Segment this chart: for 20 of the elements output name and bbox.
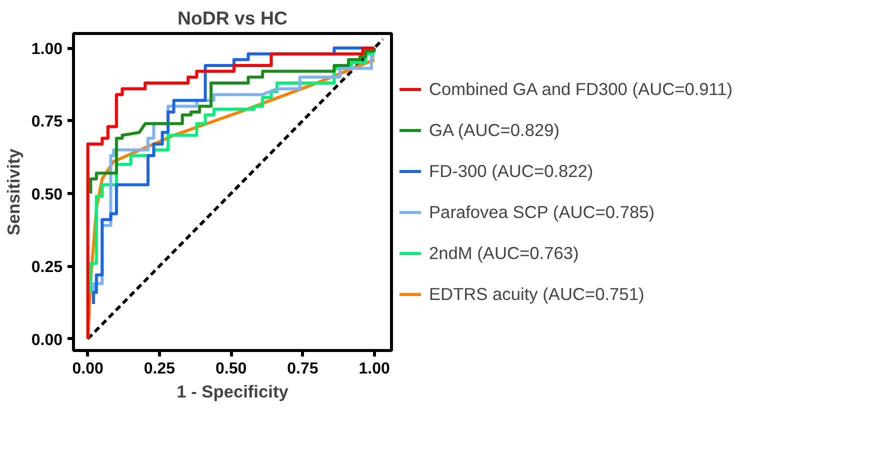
legend-label: GA (AUC=0.829)	[429, 120, 560, 140]
legend-label: Parafovea SCP (AUC=0.785)	[429, 202, 655, 222]
y-tick-label: 0.75	[31, 114, 63, 131]
x-tick-label: 1.00	[358, 360, 390, 378]
legend-label: Combined GA and FD300 (AUC=0.911)	[429, 78, 733, 100]
legend-label: EDTRS acuity (AUC=0.751)	[429, 284, 644, 304]
x-tick-label: 0.00	[72, 360, 104, 378]
y-axis-title: Sensitivity	[3, 148, 24, 236]
line-series	[89, 46, 376, 195]
x-tick-label: 0.50	[215, 360, 247, 378]
x-tick-label: 0.75	[287, 360, 318, 378]
x-axis-title: 1 - Specificity	[176, 382, 289, 402]
y-tick-label: 0.00	[31, 332, 63, 349]
y-tick-label: 0.25	[31, 259, 63, 276]
legend-label: FD-300 (AUC=0.822)	[429, 160, 594, 182]
chart-title: NoDR vs HC	[178, 8, 288, 28]
x-tick-label: 0.25	[144, 360, 176, 378]
y-tick-label: 0.50	[31, 186, 63, 204]
y-tick-label: 1.00	[31, 41, 63, 58]
legend-label: 2ndM (AUC=0.763)	[429, 242, 579, 264]
